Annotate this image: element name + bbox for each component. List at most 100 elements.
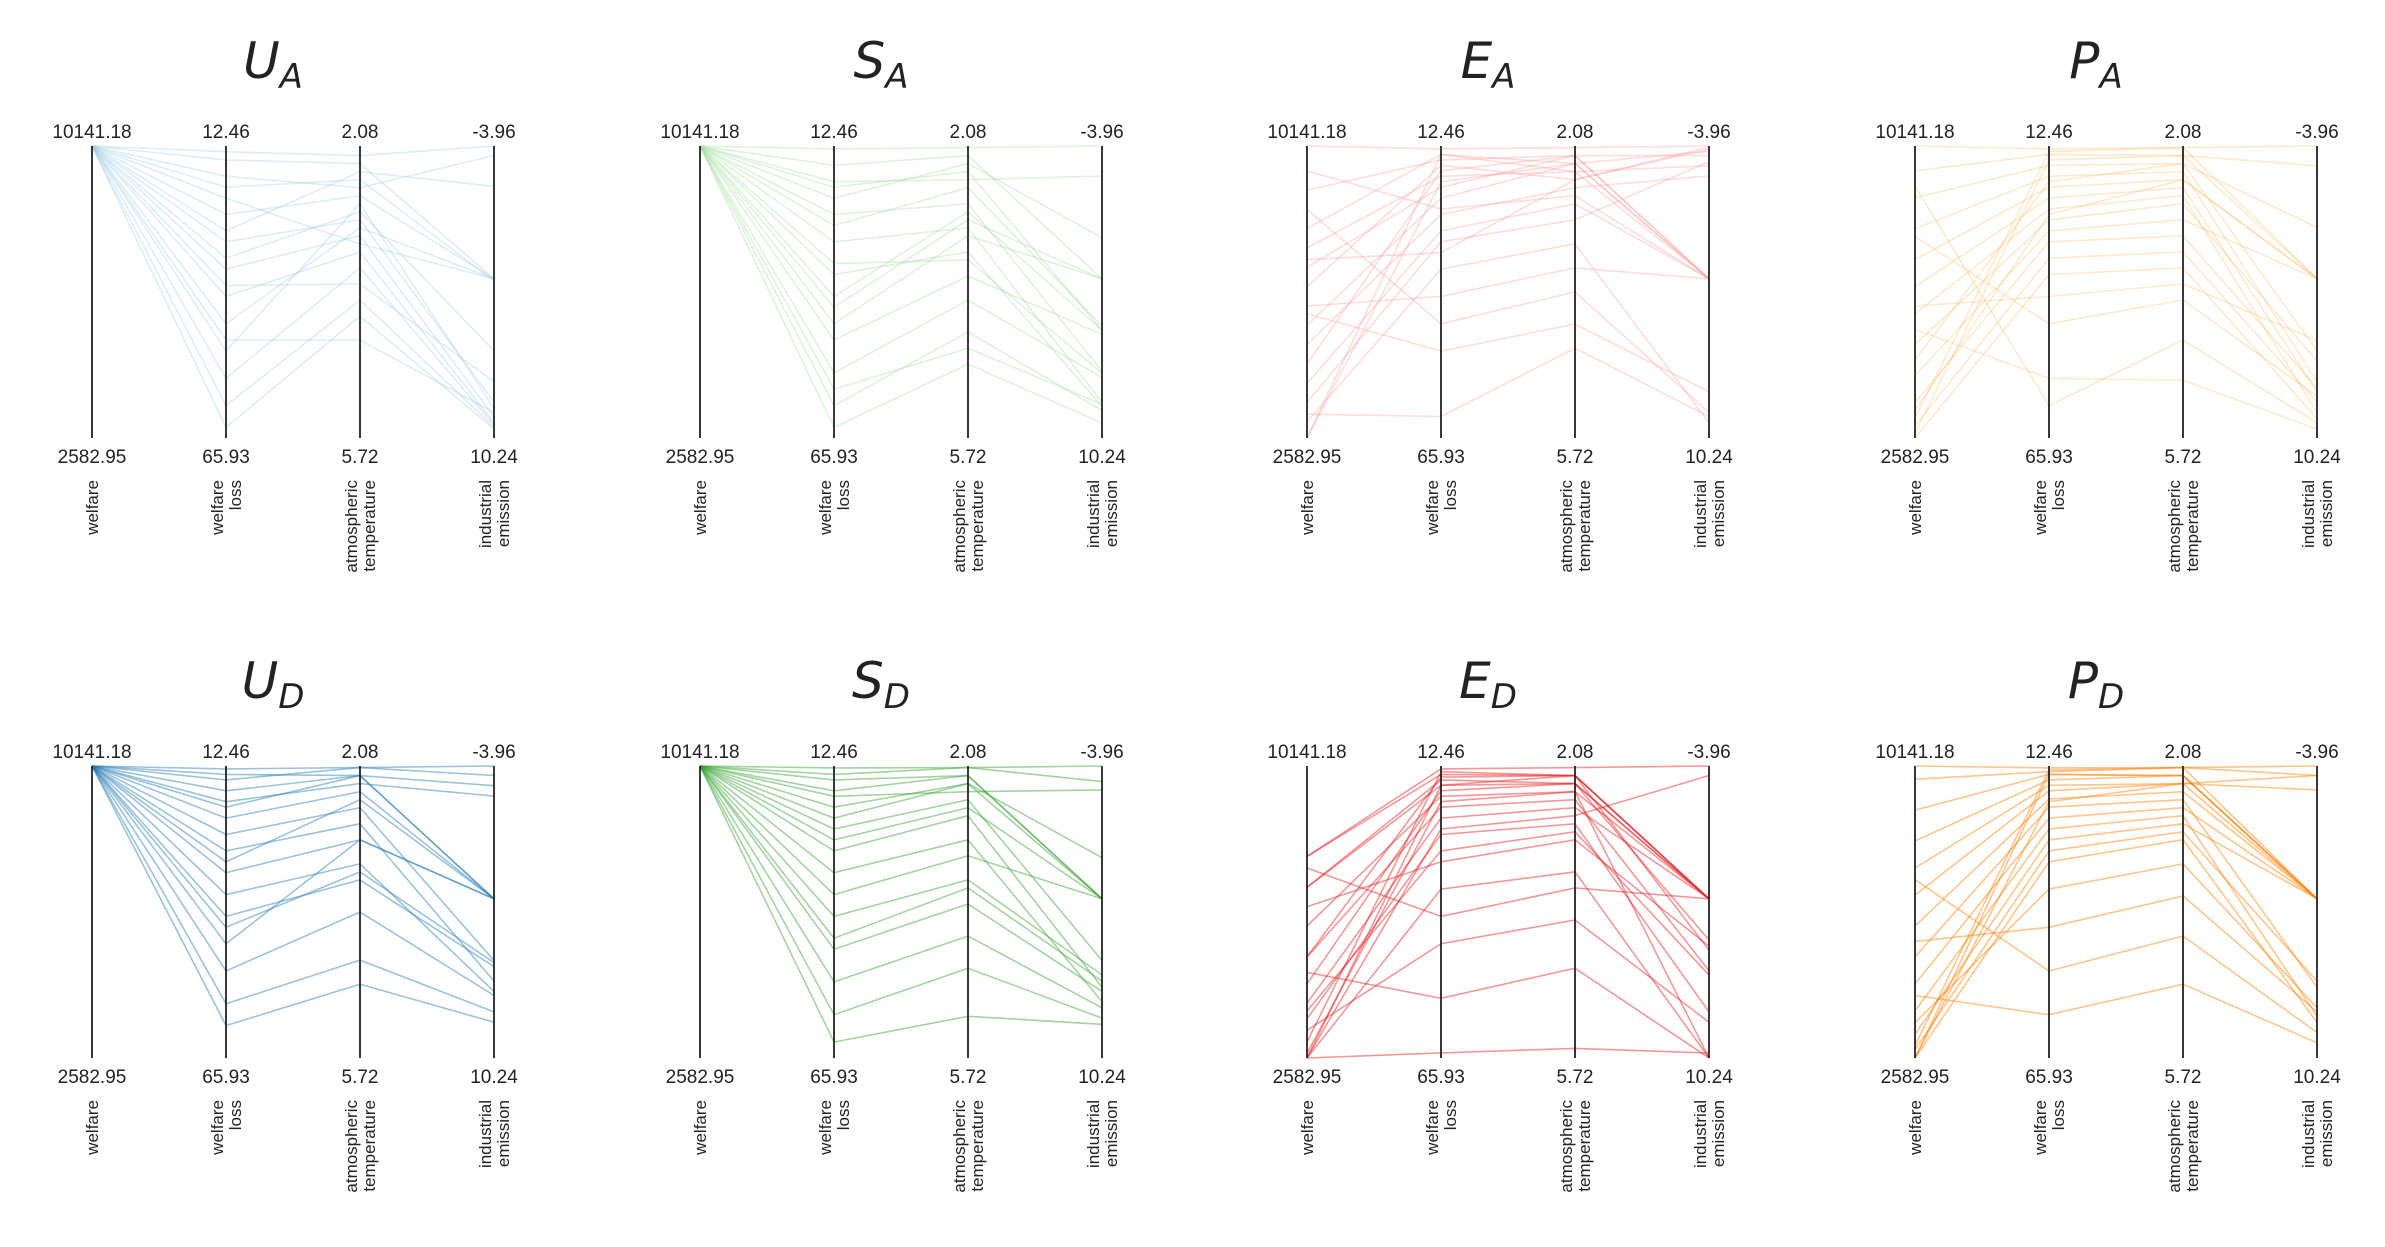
axis-label-welfare_loss: welfareloss — [816, 1100, 853, 1156]
panel-title-subscript: D — [1491, 677, 1517, 717]
panel-title-subscript: A — [2097, 57, 2122, 97]
axis-label-welfare: welfare — [1906, 480, 1925, 536]
series-line — [699, 765, 1103, 993]
axis-label-line: temperature — [2183, 480, 2202, 572]
panel-title: ED — [1459, 652, 1517, 717]
panel-title: PD — [2068, 652, 2124, 717]
series-line — [91, 145, 495, 189]
series-line — [699, 765, 1103, 798]
axis-label-line: loss — [2049, 480, 2068, 510]
series-line — [1914, 774, 2318, 900]
panel-e-a: EA 10141.18 2582.95 welfare 12.46 65.93 welfar… — [1267, 32, 1733, 573]
series-line — [1306, 822, 1710, 1020]
series-line — [91, 145, 495, 403]
series-line — [91, 145, 495, 424]
series-line — [699, 145, 1103, 406]
axis-top-tick: 12.46 — [202, 742, 250, 763]
panel-title-main: P — [2069, 32, 2100, 90]
axis-top-tick: 2.08 — [950, 742, 987, 763]
axis-label-line: loss — [834, 480, 853, 510]
series-line — [1306, 145, 1710, 150]
axis-label-industrial_emission: industrialemission — [1084, 1100, 1121, 1168]
axis-bottom-tick: 10.24 — [2293, 1067, 2341, 1088]
axis-bottom-tick: 2582.95 — [58, 447, 127, 468]
series-line — [91, 145, 495, 157]
series-line — [1914, 267, 2318, 439]
axis-label-welfare: welfare — [691, 480, 710, 536]
axis-top-tick: 2.08 — [1557, 742, 1594, 763]
series-line — [91, 765, 495, 900]
panel-p-a: PA 10141.18 2582.95 welfare 12.46 65.93 welfar… — [1875, 32, 2341, 573]
axis-label-welfare: welfare — [83, 480, 102, 536]
axis-label-line: loss — [1441, 1100, 1460, 1130]
axis-bottom-tick: 2582.95 — [58, 1067, 127, 1088]
series-line — [1914, 822, 2318, 1035]
axis-label-line: welfare — [1423, 480, 1442, 536]
axis-label-line: welfare — [83, 1100, 102, 1156]
series-line — [1306, 779, 1710, 900]
axis-bottom-tick: 65.93 — [202, 1067, 250, 1088]
series-line — [1914, 765, 2318, 769]
series-line — [1306, 798, 1710, 972]
axis-top-tick: -3.96 — [472, 742, 515, 763]
series-line — [699, 765, 1103, 1019]
axis-label-line: industrial — [476, 1100, 495, 1168]
axis-label-line: welfare — [1906, 480, 1925, 536]
series-line — [1306, 208, 1710, 414]
panel-s-a: SA 10141.18 2582.95 welfare 12.46 65.93 welfar… — [660, 32, 1126, 573]
axis-label-line: loss — [226, 480, 245, 510]
panel-title-subscript: D — [884, 677, 910, 717]
series-lines — [699, 765, 1103, 1043]
series-line — [91, 145, 495, 428]
axis-top-tick: 12.46 — [202, 122, 250, 143]
axis-top-tick: 2.08 — [342, 122, 379, 143]
series-line — [1914, 878, 2318, 1034]
axis-label-welfare_loss: welfareloss — [816, 480, 853, 536]
series-line — [91, 765, 495, 900]
axis-bottom-tick: 5.72 — [342, 447, 379, 468]
series-line — [699, 765, 1103, 976]
series-line — [699, 145, 1103, 412]
axis-bottom-tick: 2582.95 — [1881, 1067, 1950, 1088]
axis-top-tick: 12.46 — [2025, 122, 2073, 143]
series-lines — [1306, 145, 1710, 439]
axis-label-line: welfare — [816, 480, 835, 536]
series-line — [1306, 790, 1710, 927]
axis-top-tick: 12.46 — [810, 742, 858, 763]
series-line — [1306, 782, 1710, 1059]
axis-label-industrial_emission: industrialemission — [2299, 1100, 2336, 1168]
series-line — [1306, 154, 1710, 365]
series-line — [1306, 782, 1710, 985]
series-line — [699, 765, 1103, 962]
axis-top-tick: 10141.18 — [660, 122, 739, 143]
axis-label-line: welfare — [1298, 1100, 1317, 1156]
panel-title-main: E — [1461, 32, 1493, 90]
axis-top-tick: 2.08 — [2165, 742, 2202, 763]
axis-label-line: welfare — [1423, 1100, 1442, 1156]
series-line — [1914, 773, 2318, 900]
series-line — [699, 765, 1103, 1009]
panel-title: EA — [1461, 32, 1516, 97]
axis-label-line: welfare — [208, 1100, 227, 1156]
axis-bottom-tick: 10.24 — [1078, 447, 1126, 468]
axis-label-line: atmospheric — [950, 1100, 969, 1193]
series-lines — [1914, 145, 2318, 439]
series-line — [1914, 186, 2318, 393]
series-line — [1306, 347, 1710, 418]
axis-label-line: loss — [226, 1100, 245, 1130]
series-line — [91, 765, 495, 900]
axis-label-line: welfare — [83, 480, 102, 536]
panel-e-d: ED 10141.18 2582.95 welfare 12.46 65.93 welfar… — [1267, 652, 1733, 1193]
series-line — [1914, 895, 2318, 1013]
series-line — [1306, 243, 1710, 424]
axis-top-tick: 10141.18 — [1267, 742, 1346, 763]
series-line — [699, 765, 1103, 900]
axis-label-line: atmospheric — [342, 1100, 361, 1193]
axis-label-line: emission — [1102, 480, 1121, 547]
axis-label-line: emission — [2317, 480, 2336, 547]
series-line — [1306, 838, 1710, 947]
axis-label-atmospheric_temperature: atmospherictemperature — [1557, 1100, 1594, 1193]
series-line — [699, 145, 1103, 327]
axis-label-line: emission — [1102, 1100, 1121, 1167]
